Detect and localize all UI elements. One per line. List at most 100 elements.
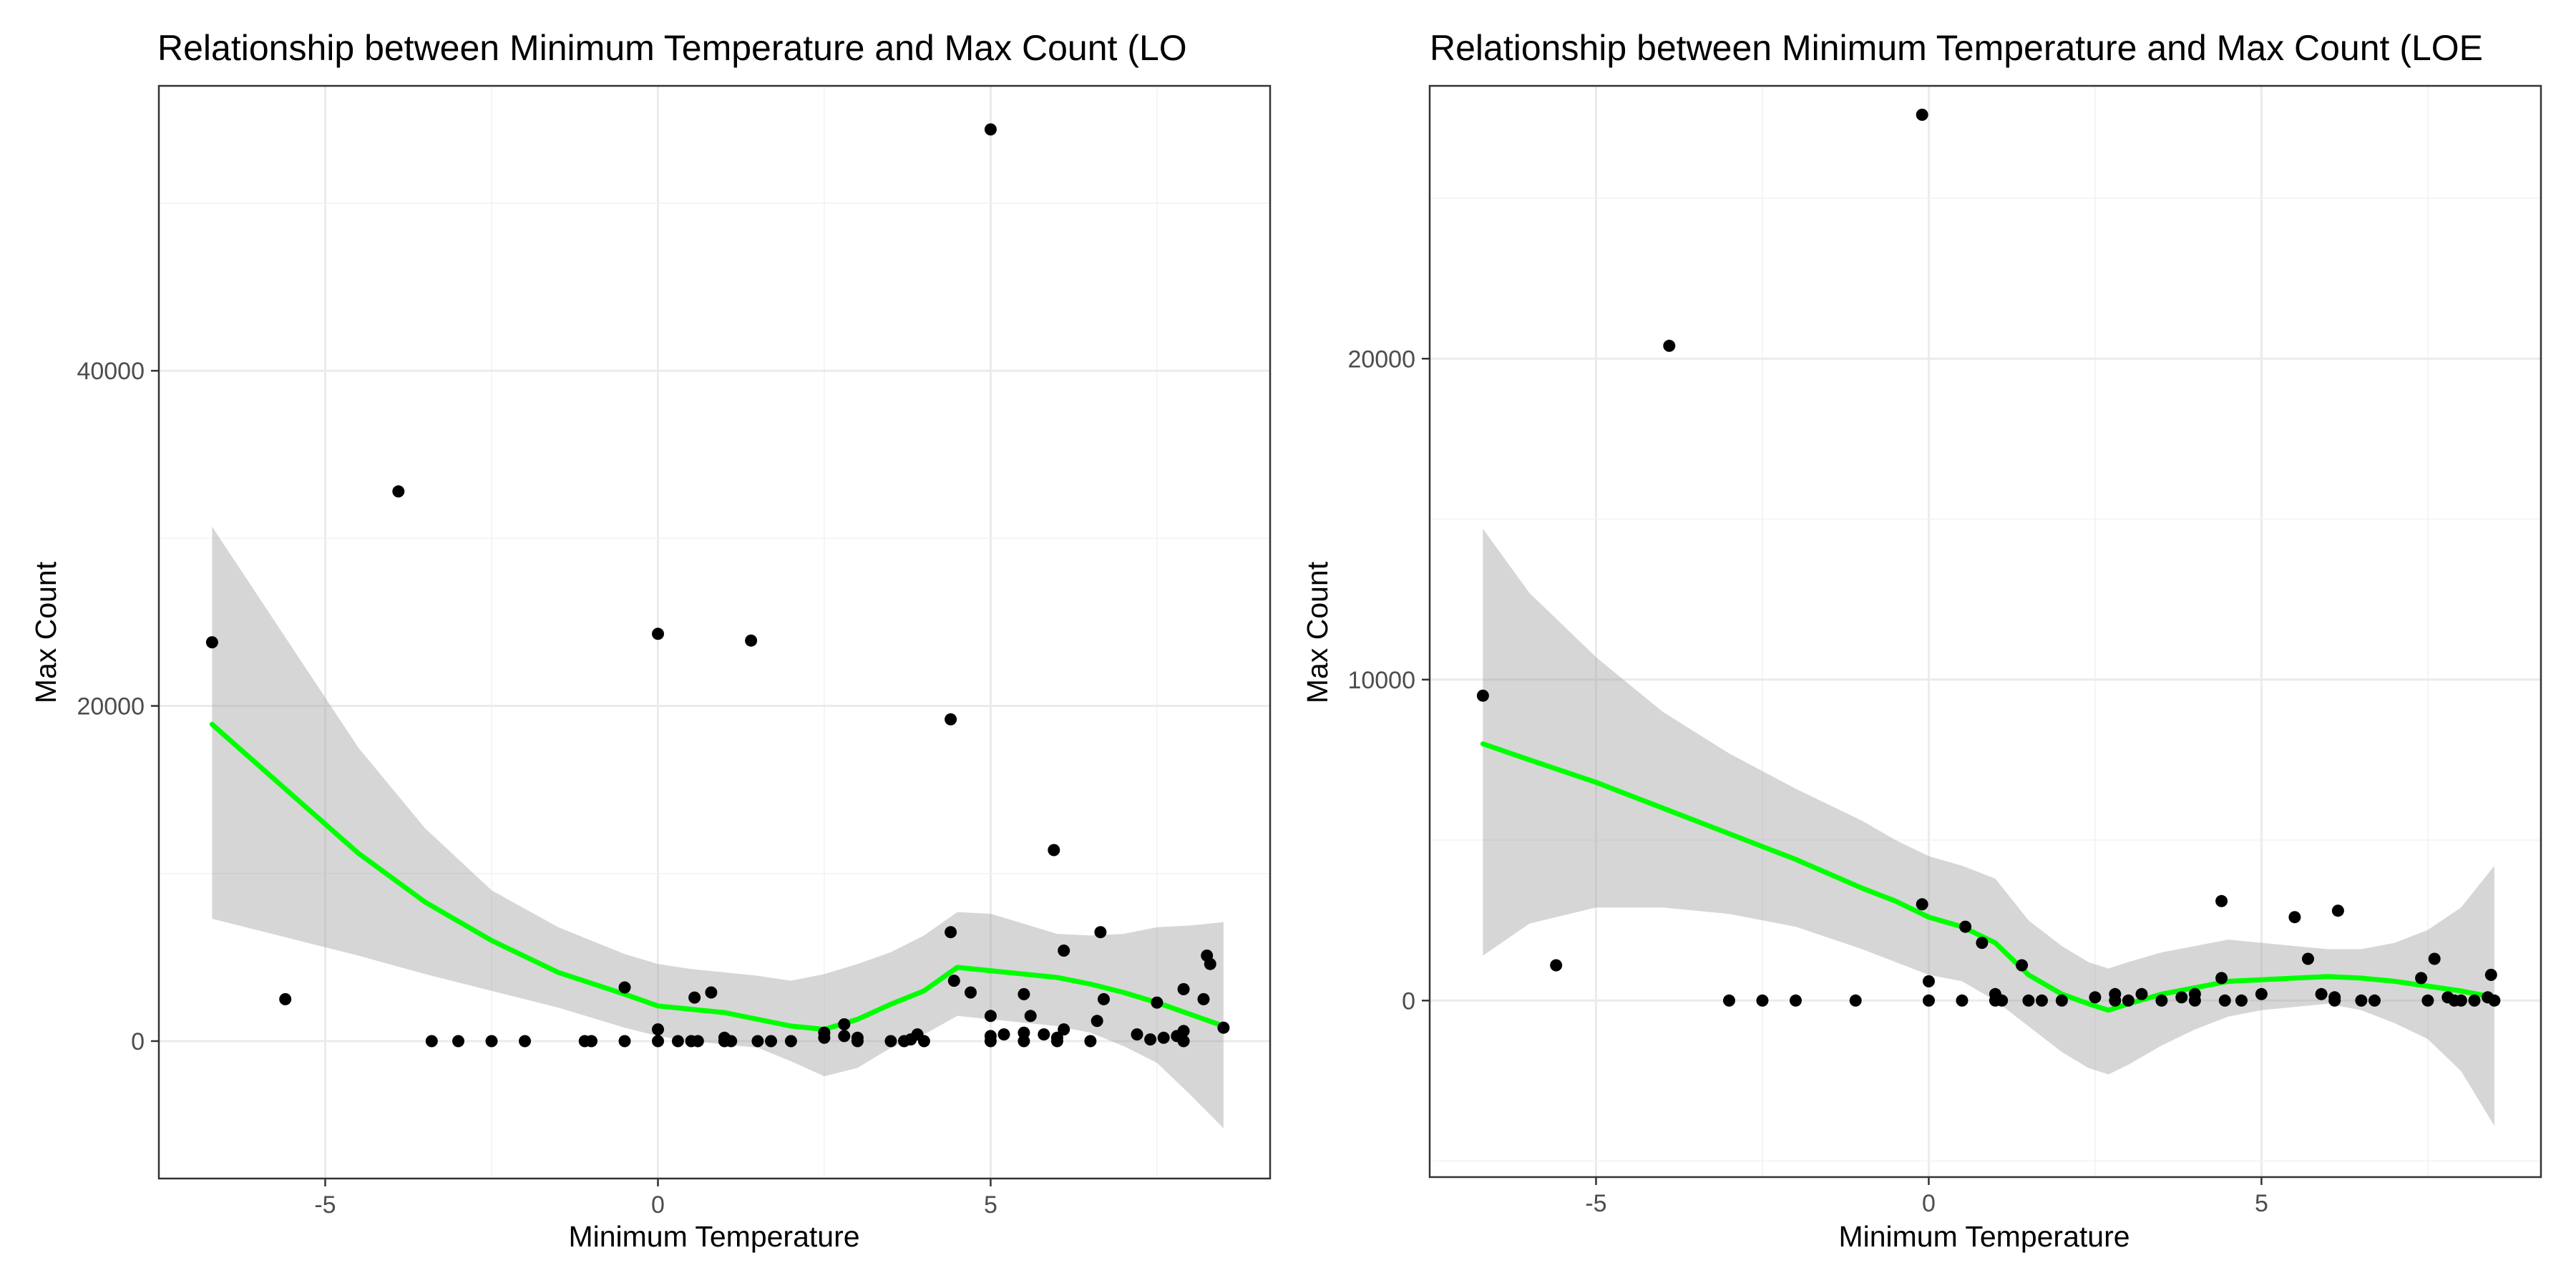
- left-plot-data-point: [485, 1035, 498, 1048]
- right-plot-data-point: [1923, 975, 1935, 987]
- left-plot-data-point: [1157, 1031, 1170, 1044]
- left-plot-data-point: [917, 1035, 930, 1048]
- right-plot-data-point: [2215, 972, 2228, 985]
- left-plot-data-point: [818, 1026, 831, 1039]
- left-plot-data-point: [984, 123, 997, 136]
- right-plot-data-point: [2016, 959, 2029, 972]
- right-plot-data-point: [1956, 994, 1968, 1007]
- left-plot-data-point: [984, 1010, 997, 1023]
- right-plot-data-point: [2454, 994, 2467, 1007]
- right-plot-data-point: [2488, 994, 2501, 1007]
- right-plot-data-point: [1976, 937, 1989, 950]
- right-plot-data-point: [2055, 994, 2068, 1007]
- right-plot-data-point: [1849, 994, 1862, 1007]
- left-plot-data-point: [652, 1023, 664, 1036]
- right-plot-y-axis: 0 10000 20000: [1347, 346, 1430, 1015]
- left-plot-data-point: [279, 992, 292, 1005]
- right-plot-data-point: [2155, 994, 2168, 1007]
- left-plot-data-point: [1098, 992, 1110, 1005]
- left-plot-data-point: [1084, 1035, 1097, 1048]
- left-plot-data-point: [1018, 1035, 1030, 1048]
- left-plot-data-point: [519, 1035, 531, 1048]
- left-plot-data-point: [1177, 1035, 1190, 1048]
- left-plot-data-point: [725, 1035, 738, 1048]
- left-plot-data-point: [1038, 1028, 1050, 1041]
- right-plot-data-point: [2255, 987, 2268, 1000]
- right-plot-data-point: [2355, 994, 2368, 1007]
- right-plot-x-tick-label: -5: [1585, 1190, 1606, 1217]
- left-plot-data-point: [838, 1018, 851, 1030]
- right-plot-x-axis-title: Minimum Temperature: [1838, 1220, 2129, 1253]
- right-plot-data-point: [2175, 991, 2188, 1004]
- left-plot-data-point: [1091, 1015, 1103, 1028]
- right-plot-title: Relationship between Minimum Temperature…: [1430, 28, 2483, 68]
- left-plot-data-point: [945, 713, 957, 726]
- right-plot-data-point: [1476, 689, 1489, 702]
- left-plot: Relationship between Minimum Temperature…: [29, 28, 1272, 1253]
- right-plot-data-point: [2122, 994, 2135, 1007]
- right-plot-data-point: [2218, 994, 2231, 1007]
- right-plot-y-axis-title: Max Count: [1301, 561, 1334, 703]
- left-plot-confidence-ribbon: [212, 527, 1224, 1128]
- left-plot-data-point: [1024, 1010, 1037, 1023]
- left-plot-data-point: [205, 636, 218, 649]
- right-plot-data-point: [1923, 994, 1935, 1007]
- right-plot-data-point: [2468, 994, 2481, 1007]
- right-plot-data-point: [2368, 994, 2381, 1007]
- right-plot-data-point: [2188, 987, 2201, 1000]
- left-plot-data-point: [1050, 1031, 1063, 1044]
- left-plot-title: Relationship between Minimum Temperature…: [157, 28, 1187, 68]
- left-plot-data-point: [751, 1035, 764, 1048]
- left-plot-data-point: [945, 926, 957, 939]
- left-plot-x-axis: -5 0 5: [314, 1179, 997, 1219]
- left-plot-data-point: [1058, 1023, 1070, 1036]
- left-plot-data-point: [1204, 957, 1216, 970]
- left-plot-data-point: [1197, 992, 1210, 1005]
- left-plot-data-point: [585, 1035, 597, 1048]
- left-plot-data-point: [652, 1035, 664, 1048]
- left-plot-data-point: [1094, 926, 1107, 939]
- left-plot-panel-border: [157, 84, 1272, 1180]
- right-plot: Relationship between Minimum Temperature…: [1301, 28, 2542, 1253]
- left-plot-data-point: [1177, 1025, 1190, 1038]
- left-plot-data-point: [1151, 996, 1163, 1009]
- right-plot-data-point: [2109, 987, 2122, 1000]
- left-plot-data-point: [1048, 844, 1060, 857]
- right-plot-data-point: [2036, 994, 2048, 1007]
- left-plot-data-point: [947, 975, 960, 987]
- right-plot-data-point: [2288, 911, 2301, 924]
- left-plot-data-point: [452, 1035, 464, 1048]
- right-plot-data-point: [2135, 987, 2148, 1000]
- left-plot-data-point: [965, 986, 977, 999]
- left-plot-data-point: [1018, 1026, 1030, 1039]
- right-plot-data-point: [2235, 994, 2248, 1007]
- left-plot-y-axis-title: Max Count: [29, 561, 62, 703]
- left-plot-data-point: [745, 634, 758, 647]
- left-plot-data-point: [691, 1035, 704, 1048]
- right-plot-y-tick-label: 20000: [1347, 346, 1415, 373]
- left-plot-data-point: [425, 1035, 438, 1048]
- right-plot-data-point: [2484, 968, 2497, 981]
- right-plot-data-point: [1550, 959, 1563, 972]
- left-plot-data-point: [765, 1035, 777, 1048]
- left-plot-data-point: [1131, 1028, 1143, 1041]
- right-plot-data-point: [1916, 898, 1928, 911]
- left-plot-y-tick-label: 20000: [77, 693, 145, 721]
- left-plot-data-point: [884, 1035, 897, 1048]
- right-plot-data-point: [2415, 972, 2428, 985]
- left-plot-data-point: [392, 485, 405, 498]
- right-plot-x-axis: -5 0 5: [1585, 1177, 2268, 1217]
- left-plot-data-point: [838, 1030, 851, 1043]
- right-plot-panel-border: [1428, 84, 2542, 1179]
- right-plot-data-point: [2421, 994, 2434, 1007]
- right-plot-y-tick-label: 0: [1402, 987, 1415, 1015]
- left-plot-data-point: [984, 1035, 997, 1048]
- left-plot-data-point: [851, 1031, 864, 1044]
- left-plot-y-tick-label: 0: [131, 1028, 145, 1055]
- right-plot-x-tick-label: 5: [2255, 1190, 2268, 1217]
- right-plot-data-point: [1996, 994, 2009, 1007]
- right-plot-data-point: [1756, 994, 1769, 1007]
- right-plot-data-point: [2315, 987, 2328, 1000]
- right-plot-data-point: [2022, 994, 2035, 1007]
- left-plot-data-point: [652, 628, 664, 640]
